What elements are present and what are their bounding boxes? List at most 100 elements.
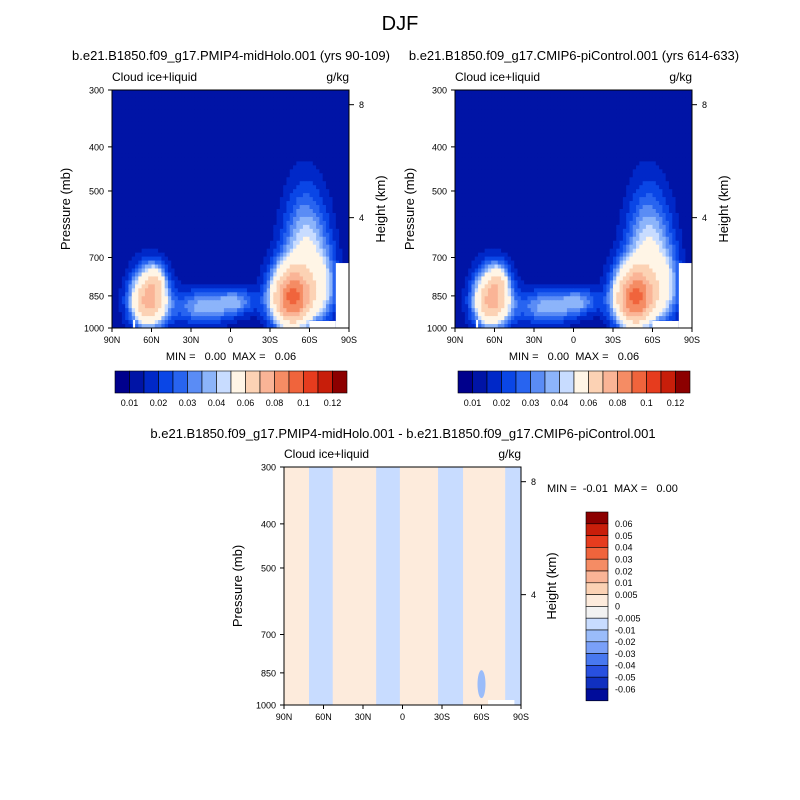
heatmap-cell bbox=[342, 240, 347, 246]
heatmap-cell bbox=[339, 177, 343, 182]
heatmap-cell bbox=[158, 141, 162, 147]
heatmap-cell bbox=[240, 304, 245, 309]
heatmap-cell bbox=[299, 157, 304, 162]
heatmap-cell bbox=[167, 308, 172, 313]
heatmap-cell bbox=[214, 272, 218, 277]
heatmap-cell bbox=[197, 232, 202, 238]
heatmap-cell bbox=[115, 296, 120, 301]
heatmap-cell bbox=[177, 209, 182, 214]
heatmap-cell bbox=[322, 145, 327, 150]
heatmap-cell bbox=[118, 113, 123, 119]
heatmap-cell bbox=[319, 292, 324, 297]
heatmap-cell bbox=[325, 201, 330, 206]
heatmap-cell bbox=[688, 117, 693, 123]
heatmap-cell bbox=[312, 197, 317, 202]
heatmap-cell bbox=[675, 97, 680, 103]
min-max-stats: MIN = 0.00 MAX = 0.06 bbox=[166, 351, 296, 363]
heatmap-cell bbox=[306, 220, 310, 226]
heatmap-cell bbox=[128, 316, 133, 321]
heatmap-cell bbox=[329, 228, 334, 234]
heatmap-cell bbox=[243, 173, 248, 178]
heatmap-cell bbox=[240, 201, 245, 206]
heatmap-cell bbox=[154, 105, 159, 111]
heatmap-cell bbox=[131, 209, 136, 214]
heatmap-cell bbox=[243, 97, 248, 103]
heatmap-cell bbox=[210, 248, 215, 254]
heatmap-cell bbox=[207, 153, 212, 158]
heatmap-cell bbox=[335, 248, 340, 254]
heatmap-cell bbox=[158, 280, 162, 285]
heatmap-cell bbox=[514, 93, 519, 99]
heatmap-cell bbox=[296, 280, 301, 285]
heatmap-cell bbox=[260, 232, 264, 238]
heatmap-cell bbox=[118, 216, 123, 222]
heatmap-cell bbox=[510, 105, 515, 111]
heatmap-cell bbox=[289, 264, 294, 269]
heatmap-cell bbox=[144, 260, 149, 266]
heatmap-cell bbox=[230, 320, 235, 325]
heatmap-cell bbox=[230, 205, 235, 210]
heatmap-cell bbox=[158, 205, 162, 210]
heatmap-cell bbox=[148, 173, 152, 178]
heatmap-cell bbox=[279, 121, 284, 127]
heatmap-cell bbox=[342, 193, 347, 198]
heatmap-cell bbox=[210, 256, 215, 262]
heatmap-cell bbox=[125, 177, 129, 182]
heatmap-cell bbox=[616, 109, 621, 115]
heatmap-cell bbox=[237, 153, 241, 158]
y-tick-label: 300 bbox=[89, 86, 104, 96]
heatmap-cell bbox=[181, 260, 185, 266]
heatmap-cell bbox=[243, 129, 248, 135]
heatmap-cell bbox=[181, 90, 185, 95]
heatmap-cell bbox=[177, 220, 182, 226]
heatmap-cell bbox=[325, 137, 330, 143]
heatmap-cell bbox=[276, 284, 281, 289]
heatmap-cell bbox=[260, 220, 264, 226]
heatmap-cell bbox=[253, 272, 258, 277]
heatmap-cell bbox=[230, 292, 235, 297]
heatmap-cell bbox=[263, 113, 268, 119]
heatmap-cell bbox=[217, 177, 222, 182]
heatmap-cell bbox=[309, 248, 314, 254]
heatmap-cell bbox=[322, 304, 327, 309]
heatmap-cell bbox=[629, 113, 634, 119]
heatmap-cell bbox=[312, 292, 317, 297]
heatmap-cell bbox=[250, 244, 255, 250]
heatmap-cell bbox=[322, 105, 327, 111]
colorbar-swatch bbox=[216, 370, 232, 394]
heatmap-cell bbox=[135, 145, 139, 150]
heatmap-cell bbox=[210, 165, 215, 170]
heatmap-cell bbox=[530, 105, 535, 111]
heatmap-cell bbox=[187, 161, 192, 166]
heatmap-cell bbox=[286, 312, 291, 317]
heatmap-cell bbox=[121, 304, 126, 309]
heatmap-cell bbox=[200, 165, 205, 170]
heatmap-cell bbox=[243, 276, 248, 281]
heatmap-cell bbox=[332, 177, 337, 182]
heatmap-cell bbox=[543, 101, 548, 107]
heatmap-cell bbox=[263, 125, 268, 131]
heatmap-cell bbox=[233, 93, 238, 99]
heatmap-cell bbox=[233, 173, 238, 178]
heatmap-cell bbox=[131, 109, 136, 115]
colorbar-label: 0.12 bbox=[324, 398, 342, 408]
heatmap-cell bbox=[250, 220, 255, 226]
heatmap-cell bbox=[322, 113, 327, 119]
heatmap-cell bbox=[276, 288, 281, 293]
heatmap-cell bbox=[266, 149, 271, 154]
heatmap-cell bbox=[299, 228, 304, 234]
heatmap-cell bbox=[187, 129, 192, 135]
heatmap-cell bbox=[316, 161, 320, 166]
heatmap-cell bbox=[609, 117, 614, 123]
heatmap-cell bbox=[286, 193, 291, 198]
heatmap-cell bbox=[276, 133, 281, 139]
heatmap-cell bbox=[299, 125, 304, 131]
heatmap-cell bbox=[191, 300, 195, 305]
heatmap-cell bbox=[220, 117, 225, 123]
heatmap-cell bbox=[662, 90, 667, 95]
heatmap-cell bbox=[181, 125, 185, 131]
heatmap-cell bbox=[329, 276, 334, 281]
heatmap-cell bbox=[194, 320, 199, 325]
heatmap-cell bbox=[118, 205, 123, 210]
heatmap-cell bbox=[230, 197, 235, 202]
